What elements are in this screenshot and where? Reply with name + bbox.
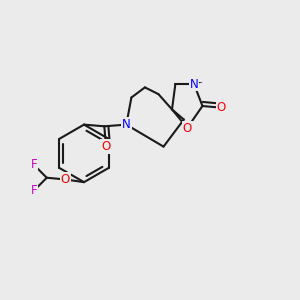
Text: O: O: [183, 122, 192, 134]
Text: O: O: [216, 101, 226, 114]
Text: N: N: [190, 77, 198, 91]
Text: O: O: [101, 140, 111, 153]
Text: F: F: [31, 184, 37, 197]
Text: N: N: [122, 118, 131, 131]
Text: F: F: [31, 158, 37, 171]
Text: O: O: [61, 173, 70, 186]
